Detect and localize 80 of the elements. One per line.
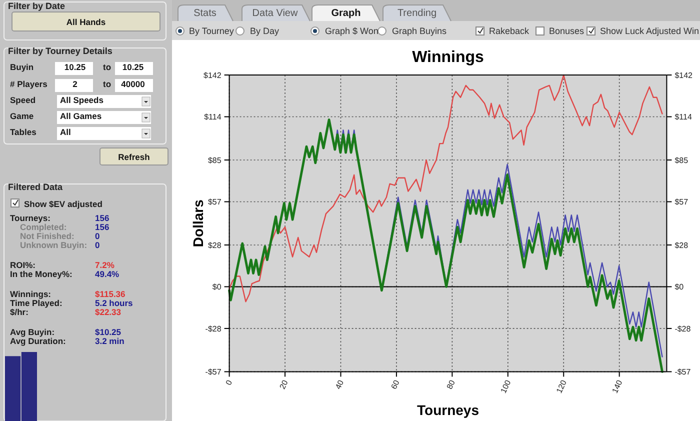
text: to — [103, 62, 112, 72]
x-tick-label: 0 — [224, 378, 234, 387]
text: 2 — [72, 79, 78, 89]
text: $/hr: — [10, 307, 29, 317]
y2-tick-label: $114 — [674, 112, 692, 122]
x-tick-label: 60 — [389, 378, 402, 391]
y-axis-title: Dollars — [190, 199, 206, 248]
y2-tick-label: $85 — [674, 156, 689, 165]
y2-tick-label: -$28 — [674, 324, 692, 334]
text: Game — [10, 111, 34, 121]
text: Unknown Buyin: — [20, 240, 88, 250]
text: By Day — [250, 26, 280, 36]
text: Speed — [10, 95, 36, 105]
text: Avg Duration: — [10, 336, 66, 346]
text: $115.36 — [95, 289, 126, 299]
text: All — [60, 127, 71, 137]
text: Data View — [252, 8, 298, 19]
text: By Tourney — [189, 26, 234, 36]
text: Filter by Date — [8, 1, 66, 11]
text: $22.33 — [95, 307, 122, 317]
text: Filter by Tourney Details — [8, 46, 112, 56]
text: Stats — [194, 8, 216, 19]
text: Graph Buyins — [392, 26, 448, 36]
y-tick-label: $57 — [208, 198, 222, 207]
text: Filtered Data — [8, 182, 64, 192]
x-tick-label: 100 — [498, 378, 513, 395]
text: Time Played: — [10, 298, 62, 308]
text: 156 — [95, 222, 110, 232]
text: 5.2 hours — [95, 298, 134, 308]
text: Graph — [331, 8, 361, 19]
y2-tick-label: $28 — [674, 240, 689, 250]
text: 0 — [95, 231, 100, 241]
x-tick-label: 20 — [278, 378, 290, 391]
text: to — [103, 79, 112, 89]
text: 10.25 — [64, 62, 86, 72]
text: Show $EV adjusted — [24, 199, 102, 209]
text: Not Finished: — [20, 231, 74, 241]
text: Rakeback — [489, 26, 530, 36]
text: Bonuses — [549, 26, 585, 36]
text: All Hands — [66, 17, 106, 27]
text: Show Luck Adjusted Win — [600, 26, 700, 36]
text: 49.4% — [95, 269, 120, 279]
x-tick-label: 140 — [610, 378, 624, 395]
y2-tick-label: $0 — [674, 282, 684, 292]
text: Graph $ Won — [325, 26, 378, 36]
text: 0 — [95, 240, 100, 250]
text: 3.2 min — [95, 336, 124, 346]
text: $10.25 — [95, 327, 122, 337]
text: Completed: — [20, 222, 67, 232]
text: All Games — [60, 111, 102, 121]
y-tick-label: $0 — [212, 282, 222, 292]
y2-tick-label: $57 — [674, 198, 689, 207]
y-tick-label: $28 — [208, 240, 222, 250]
text: Tables — [10, 127, 37, 137]
y-tick-label: $114 — [204, 112, 222, 122]
y-tick-label: $85 — [208, 156, 222, 165]
x-tick-label: 120 — [554, 378, 569, 395]
text: All Speeds — [60, 95, 104, 105]
text: 7.2% — [95, 260, 115, 270]
y2-tick-label: -$57 — [674, 368, 692, 377]
x-tick-label: 40 — [334, 378, 346, 391]
text: Tourneys: — [10, 213, 51, 223]
text: Avg Buyin: — [10, 327, 55, 337]
y-tick-label: -$57 — [205, 368, 222, 377]
text: ROI%: — [10, 260, 36, 270]
text: Refresh — [118, 152, 150, 162]
chart-title: Winnings — [412, 49, 484, 66]
text: 10.25 — [122, 62, 144, 72]
text: Trending — [397, 8, 437, 19]
text: Buyin — [10, 62, 34, 72]
text: 156 — [95, 213, 110, 223]
text: 40000 — [121, 79, 146, 89]
y-tick-label: -$28 — [205, 324, 222, 334]
y2-tick-label: $142 — [674, 71, 694, 80]
text: # Players — [10, 79, 48, 89]
y-tick-label: $142 — [204, 71, 222, 80]
x-axis-title: Tourneys — [417, 402, 480, 418]
text: In the Money%: — [10, 269, 73, 279]
text: Winnings: — [10, 289, 52, 299]
x-tick-label: 80 — [445, 378, 458, 391]
